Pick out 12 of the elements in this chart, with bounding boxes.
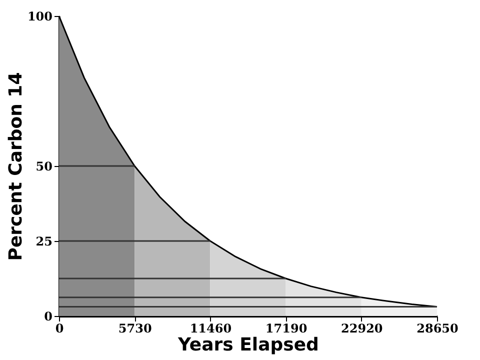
- x-axis-title: Years Elapsed: [177, 334, 319, 356]
- x-tick-label: 22920: [341, 322, 383, 336]
- y-tick-label: 50: [36, 160, 52, 174]
- x-tick-label: 0: [55, 322, 64, 336]
- x-tick-label: 11460: [190, 322, 232, 336]
- x-tick-label: 17190: [265, 322, 308, 336]
- y-tick-label: 25: [36, 234, 52, 248]
- y-tick-label: 0: [44, 310, 52, 324]
- x-tick-label: 28650: [416, 322, 458, 336]
- y-axis-title: Percent Carbon 14: [5, 72, 26, 261]
- y-tick-label: 100: [27, 10, 52, 24]
- x-tick-label: 5730: [118, 322, 152, 336]
